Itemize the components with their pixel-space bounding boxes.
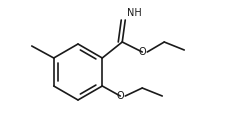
Text: NH: NH bbox=[127, 8, 142, 18]
Text: O: O bbox=[138, 47, 146, 57]
Text: O: O bbox=[116, 91, 124, 101]
